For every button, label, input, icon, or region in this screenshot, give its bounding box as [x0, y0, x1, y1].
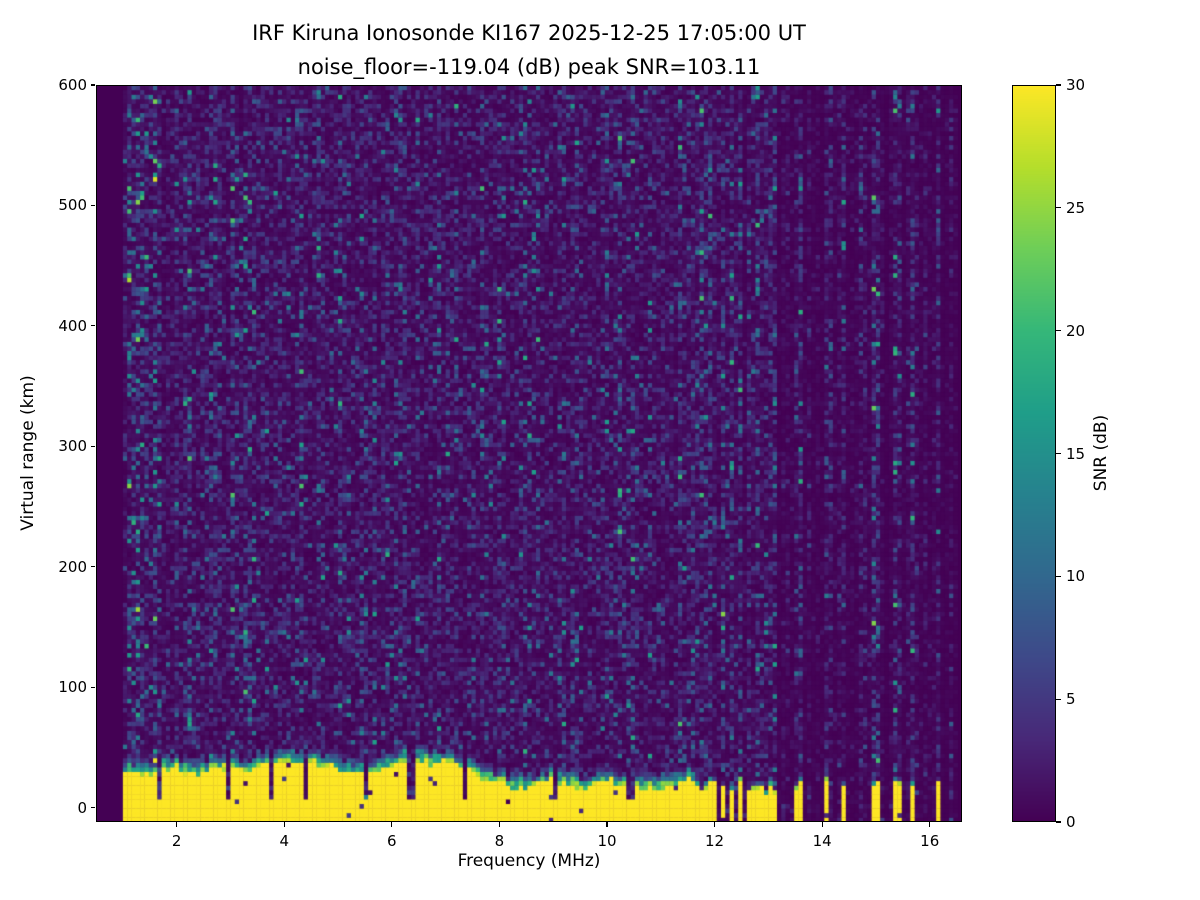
colorbar-tick-label: 30 [1066, 76, 1086, 94]
colorbar-tick-label: 15 [1066, 444, 1086, 463]
chart-title: IRF Kiruna Ionosonde KI167 2025-12-25 17… [252, 21, 806, 45]
y-tick-label: 0 [77, 798, 87, 817]
x-tick-label: 10 [597, 832, 617, 850]
y-tick-mark [90, 806, 95, 809]
colorbar-tick-mark [1056, 207, 1061, 209]
y-tick-mark [90, 84, 95, 86]
x-tick-mark [176, 822, 178, 827]
y-tick-mark [90, 204, 95, 206]
colorbar-tick-label: 20 [1066, 321, 1086, 340]
x-tick-mark [713, 822, 716, 827]
colorbar-tick-mark [1056, 330, 1061, 332]
colorbar-tick-mark [1056, 821, 1061, 823]
colorbar-label: SNR (dB) [1091, 414, 1111, 492]
x-tick-label: 12 [705, 832, 725, 850]
x-tick-label: 16 [920, 832, 940, 850]
x-tick-label: 2 [171, 832, 182, 850]
colorbar-gradient [1012, 85, 1056, 822]
x-tick-mark [606, 822, 608, 827]
colorbar-tick-label: 25 [1066, 198, 1086, 217]
y-axis-label: Virtual range (km) [18, 375, 38, 531]
y-tick-mark [90, 566, 95, 568]
x-tick-label: 4 [279, 832, 290, 850]
y-tick-label: 500 [58, 196, 87, 215]
ionogram-heatmap [96, 85, 962, 822]
x-axis-label: Frequency (MHz) [457, 851, 601, 871]
y-tick-label: 400 [58, 316, 87, 335]
x-tick-mark [391, 822, 393, 827]
x-tick-mark [498, 822, 500, 827]
y-tick-label: 100 [58, 678, 87, 697]
x-tick-mark [283, 822, 285, 827]
colorbar-tick-mark [1056, 575, 1061, 577]
x-tick-label: 6 [387, 832, 397, 850]
colorbar-tick-mark [1056, 84, 1061, 86]
x-tick-mark [929, 822, 931, 827]
y-tick-label: 600 [58, 76, 87, 94]
y-tick-mark [90, 325, 95, 327]
colorbar-tick-label: 10 [1066, 567, 1086, 586]
chart-subtitle: noise_floor=-119.04 (dB) peak SNR=103.11 [297, 55, 761, 79]
y-tick-mark [90, 686, 95, 688]
colorbar-tick-label: 5 [1066, 690, 1076, 709]
y-tick-label: 300 [58, 437, 87, 456]
x-tick-label: 14 [812, 832, 832, 850]
colorbar-tick-label: 0 [1066, 813, 1076, 831]
colorbar-tick-mark [1056, 452, 1061, 455]
colorbar-tick-mark [1056, 698, 1061, 700]
x-tick-mark [821, 822, 823, 827]
y-tick-mark [90, 445, 95, 447]
y-tick-label: 200 [58, 557, 87, 576]
x-tick-label: 8 [494, 832, 505, 850]
